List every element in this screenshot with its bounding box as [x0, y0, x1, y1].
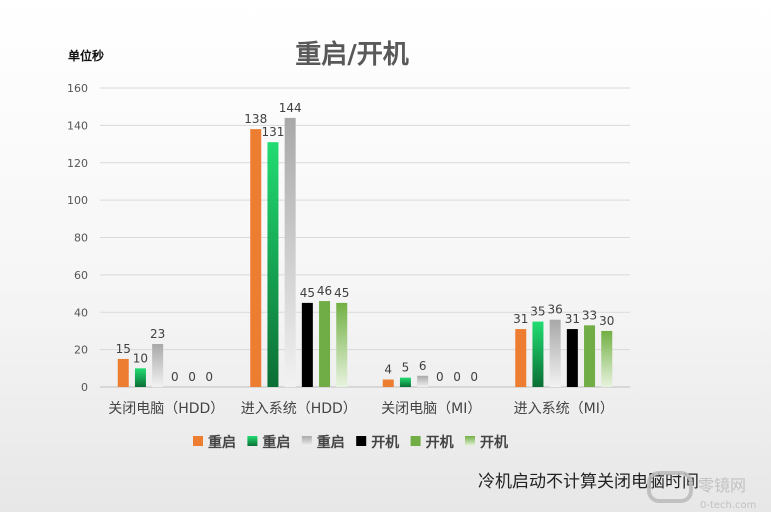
data-label: 10	[133, 351, 148, 365]
bar	[382, 379, 394, 387]
data-label: 33	[582, 308, 597, 322]
legend-label: 开机	[371, 434, 399, 451]
legend-swatch	[247, 436, 258, 446]
bar	[134, 368, 146, 387]
legend-label: 重启	[317, 434, 345, 451]
annotation-text: 冷机启动不计算关闭电脑时间	[478, 472, 699, 492]
bars	[117, 117, 613, 388]
data-label: 35	[530, 305, 545, 319]
data-label: 0	[205, 370, 213, 384]
y-tick-label: 140	[67, 119, 88, 132]
data-label: 36	[548, 303, 563, 317]
watermark: 零镜网 0-tech.com	[647, 471, 756, 511]
legend: 重启 重启 重启 开机 开机 开机	[193, 434, 508, 451]
y-tick-label: 60	[74, 269, 88, 282]
legend-swatch	[465, 436, 475, 446]
watermark-name: 零镜网	[698, 476, 746, 495]
x-tick-label: 进入系统（HDD）	[241, 401, 357, 417]
data-label: 23	[150, 327, 165, 341]
bar	[532, 321, 544, 387]
unit-label: 单位秒	[68, 48, 104, 63]
bar	[601, 330, 613, 387]
legend-label: 重启	[262, 434, 290, 451]
bar	[301, 302, 313, 387]
data-label: 0	[188, 370, 196, 384]
bar	[152, 344, 164, 387]
bar	[515, 329, 527, 387]
data-label: 15	[116, 342, 131, 356]
bar	[250, 129, 262, 388]
data-label: 45	[300, 286, 315, 300]
legend-label: 开机	[426, 434, 454, 451]
data-label: 0	[453, 370, 461, 384]
data-label: 5	[402, 361, 410, 375]
y-axis-labels: 0 20 40 60 80 100 120 140 160	[67, 82, 88, 394]
data-label: 144	[279, 101, 302, 115]
data-label: 0	[470, 370, 478, 384]
x-tick-label: 关闭电脑（HDD）	[108, 401, 224, 417]
bar	[566, 329, 578, 387]
data-label: 6	[419, 359, 427, 373]
bar	[319, 301, 331, 387]
chart-title: 重启/开机	[295, 39, 409, 70]
bar	[417, 375, 429, 387]
legend-swatch	[301, 436, 312, 446]
x-axis-labels: 关闭电脑（HDD） 进入系统（HDD） 关闭电脑（MI） 进入系统（MI）	[108, 401, 614, 417]
bar	[549, 319, 561, 387]
grid	[100, 87, 630, 388]
watermark-url: 0-tech.com	[700, 500, 756, 511]
y-tick-label: 100	[67, 194, 88, 207]
bar	[117, 358, 129, 387]
y-tick-label: 120	[67, 157, 88, 170]
data-label: 45	[334, 286, 349, 300]
data-label: 31	[513, 312, 528, 326]
legend-swatch	[356, 436, 367, 446]
data-label: 0	[171, 370, 179, 384]
data-label: 138	[244, 112, 267, 126]
y-tick-label: 20	[74, 344, 88, 357]
bar	[584, 325, 596, 387]
bar	[336, 302, 348, 387]
data-label: 30	[599, 314, 614, 328]
bar	[399, 377, 411, 387]
legend-swatch	[193, 436, 203, 446]
bar	[284, 117, 296, 388]
data-label: 31	[565, 312, 580, 326]
x-tick-label: 进入系统（MI）	[514, 401, 614, 417]
legend-swatch	[410, 436, 421, 446]
legend-label: 重启	[208, 434, 236, 451]
y-tick-label: 160	[67, 82, 88, 95]
y-tick-label: 40	[74, 306, 88, 319]
bar	[267, 142, 279, 387]
data-label: 4	[384, 363, 392, 377]
y-tick-label: 80	[74, 232, 88, 245]
x-tick-label: 关闭电脑（MI）	[381, 401, 481, 417]
data-label: 46	[317, 284, 332, 298]
legend-label: 开机	[480, 434, 508, 451]
data-label: 0	[436, 370, 444, 384]
data-label: 131	[261, 125, 284, 139]
watermark-logo-icon	[647, 471, 693, 503]
y-tick-label: 0	[81, 381, 88, 394]
